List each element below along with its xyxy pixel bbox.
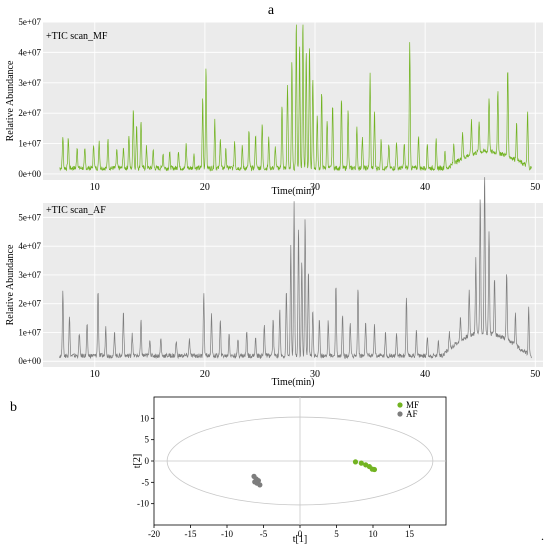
pca-x-ticks: -20 -15 -10 -5 0 5 10 15 [148,525,415,539]
chart-title-af: +TIC scan_AF [46,205,106,216]
pca-score-plot: -20 -15 -10 -5 0 5 10 15 -10 -5 0 5 10 MF AF t[1] t… [132,396,447,545]
y-ticks-af: 0e+00 1e+07 2e+07 3e+07 4e+07 5e+07 [18,212,41,366]
pca-y-tick-label-0: -10 [137,499,149,509]
pca-y-axis-label: t[2] [132,454,143,468]
y-tick-label-2: 2e+07 [18,299,41,309]
pca-legend: MF AF [397,400,419,419]
pca-y-tick-label-4: 10 [140,413,150,423]
pca-x-tick-label-0: -20 [148,529,160,539]
x-ticks-mf: 10 20 30 40 50 [90,182,541,193]
x-tick-label-0: 10 [90,369,100,380]
pca-zero-lines [154,397,446,525]
y-tick-label-3: 3e+07 [18,270,41,280]
x-tick-label-1: 20 [200,369,210,380]
y-tick-label-4: 4e+07 [18,241,41,251]
pca-x-tick-label-6: 10 [369,529,379,539]
pca-point-af-5 [252,479,258,485]
y-axis-label-af: Relative Abundance [5,244,16,325]
tic-trace-af [59,177,532,360]
gridlines-mf [43,21,543,180]
pca-points [251,459,378,488]
chromatogram-af: 0e+00 1e+07 2e+07 3e+07 4e+07 5e+07 10 20 30 40 5… [5,177,543,388]
pca-x-tick-label-4: 0 [298,529,303,539]
y-tick-label-0: 0e+00 [18,169,41,179]
y-tick-label-2: 2e+07 [18,108,41,118]
confidence-ellipse [166,416,434,506]
pca-y-tick-label-3: 5 [145,435,150,445]
tic-trace-mf [59,24,532,172]
panel-b-label: b [10,400,17,415]
pca-x-axis-label: t[1] [293,534,307,545]
x-tick-label-3: 40 [420,182,430,193]
legend-label-af: AF [406,409,418,419]
y-axis-label-mf: Relative Abundance [5,60,16,141]
x-tick-label-1: 20 [200,182,210,193]
pca-x-tick-label-2: -10 [221,529,233,539]
y-tick-label-1: 1e+07 [18,139,41,149]
y-tick-label-5: 5e+07 [18,17,41,27]
y-tick-label-1: 1e+07 [18,327,41,337]
pca-x-tick-label-7: 15 [405,529,415,539]
x-ticks-af: 10 20 30 40 50 [90,369,541,380]
x-tick-label-3: 40 [420,369,430,380]
chart-title-mf: +TIC scan_MF [46,31,108,42]
trailing-mark: . [541,529,544,543]
pca-x-tick-label-5: 5 [334,529,339,539]
y-tick-label-3: 3e+07 [18,78,41,88]
y-tick-label-0: 0e+00 [18,356,41,366]
pca-x-tick-label-1: -15 [185,529,197,539]
pca-point-mf-1 [358,460,364,466]
pca-point-mf-5 [371,466,378,473]
x-axis-label-mf: Time(min) [272,186,315,197]
chromatogram-mf: 0e+00 1e+07 2e+07 3e+07 4e+07 5e+07 10 20 30 40 5… [5,17,543,197]
pca-x-tick-label-3: -5 [260,529,268,539]
pca-point-af-4 [257,482,263,488]
y-ticks-mf: 0e+00 1e+07 2e+07 3e+07 4e+07 5e+07 [18,17,41,179]
x-tick-label-0: 10 [90,182,100,193]
pca-y-ticks: -10 -5 0 5 10 [137,413,154,509]
pca-point-mf-0 [352,459,359,465]
legend-label-mf: MF [406,400,419,410]
panel-a-label: a [268,3,275,18]
legend-marker-mf [397,402,403,408]
x-tick-label-2: 30 [310,369,320,380]
y-tick-label-4: 4e+07 [18,47,41,57]
x-tick-label-4: 50 [530,369,540,380]
pca-y-tick-label-2: 0 [145,456,150,466]
y-tick-label-5: 5e+07 [18,212,41,222]
x-tick-label-2: 30 [310,182,320,193]
x-tick-label-4: 50 [530,182,540,193]
x-axis-label-af: Time(min) [272,377,315,388]
legend-marker-af [397,411,403,417]
pca-y-tick-label-1: -5 [142,477,150,487]
